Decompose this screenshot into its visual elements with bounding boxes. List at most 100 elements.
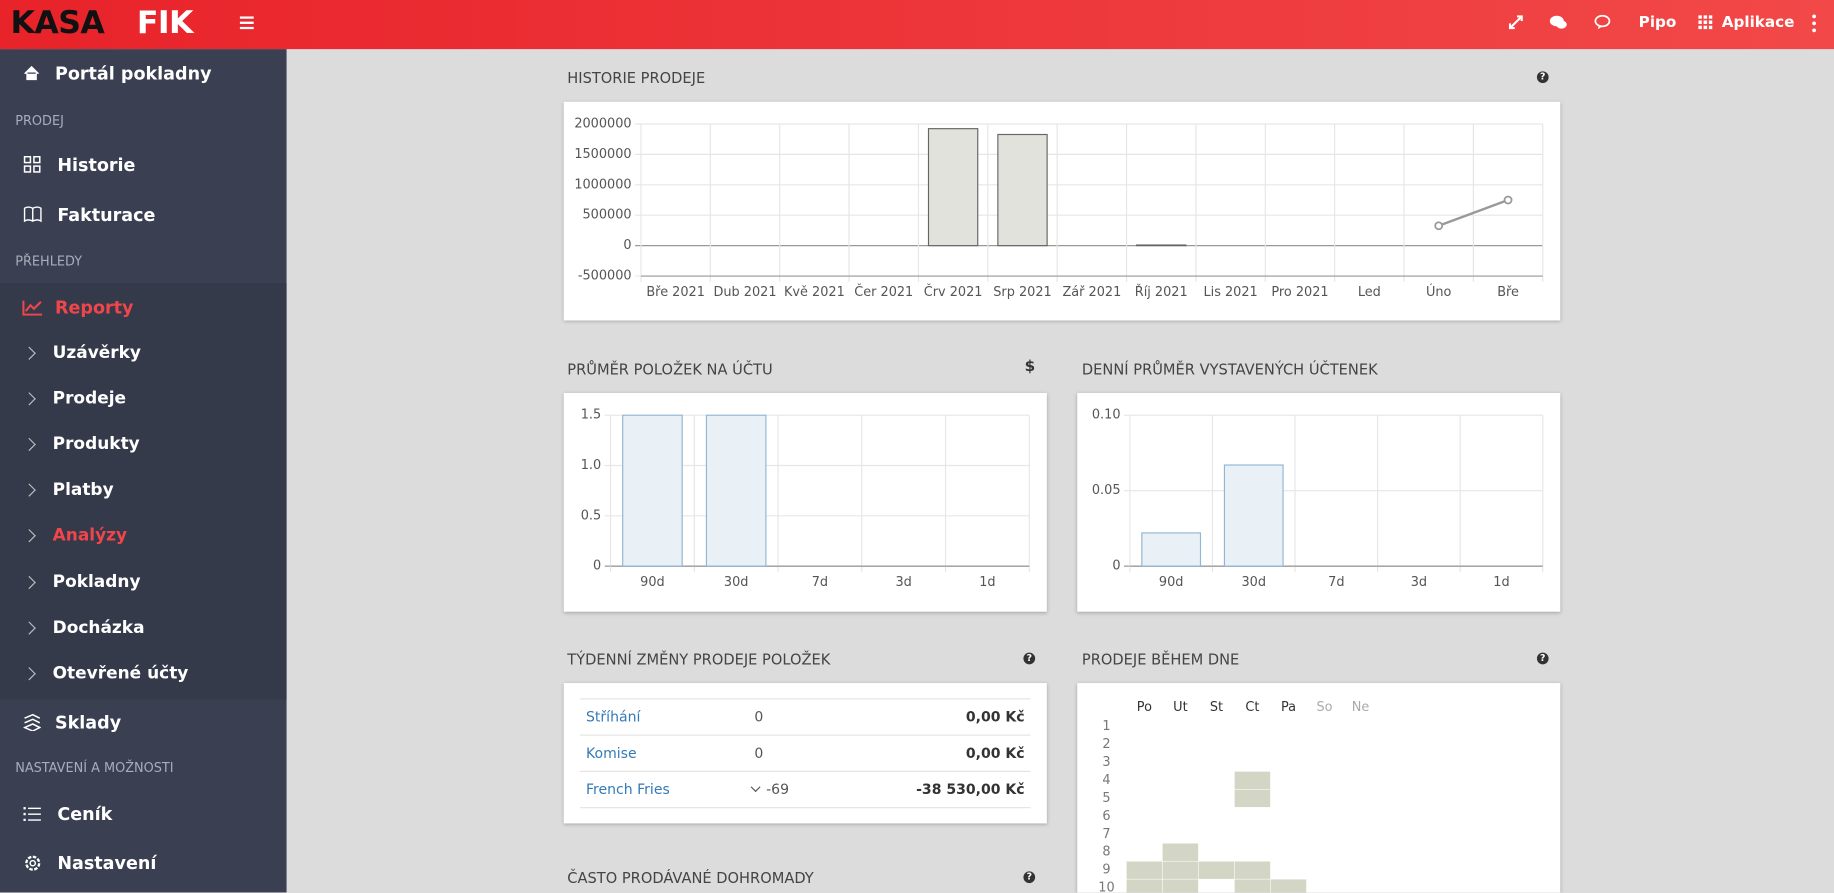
nav-item[interactable]: Historie: [57, 154, 136, 176]
help-icon[interactable]: ?: [1023, 871, 1036, 884]
heat-cell: [1234, 771, 1271, 790]
nav-item[interactable]: Fakturace: [57, 204, 156, 226]
chat-icon[interactable]: [1549, 14, 1568, 30]
list-icon: [23, 807, 41, 822]
brand-left: KASA: [10, 4, 105, 41]
x-tick-label: 3d: [1411, 575, 1427, 590]
nav-item[interactable]: Sklady: [54, 712, 122, 734]
nav-subitem[interactable]: Pokladny: [52, 572, 141, 592]
nav-item[interactable]: Nastavení: [57, 852, 157, 874]
hour-label: 10: [1098, 881, 1114, 893]
table-row: Komise 0 0,00 Kč: [580, 734, 1031, 772]
heat-cell: [1198, 860, 1235, 880]
item-name[interactable]: Komise: [585, 745, 637, 762]
x-tick-label: 30d: [1241, 575, 1266, 590]
nav-subitem[interactable]: Docházka: [52, 618, 145, 637]
heat-cell: [1234, 860, 1271, 880]
bar: [927, 128, 979, 247]
table-row-end: [580, 807, 1031, 809]
table-panel: Stříhání 0 0,00 Kč Komise 0 0,00 Kč French Fri…: [563, 683, 1047, 824]
x-tick-label: 7d: [1328, 575, 1344, 590]
apps-icon[interactable]: [1698, 15, 1713, 30]
down-chevron: [750, 782, 761, 793]
section-title: NASTAVENÍ A MOŽNOSTI: [15, 760, 174, 776]
nav-subitem[interactable]: Uzávěrky: [52, 343, 141, 363]
sidebar: Portál pokladny PRODEJ Historie Fakturac…: [0, 49, 287, 893]
user-menu[interactable]: Pipo: [1638, 14, 1677, 32]
nav-portal[interactable]: Portál pokladny: [54, 63, 212, 85]
bar: [997, 133, 1048, 247]
apps-menu[interactable]: Aplikace: [1721, 14, 1795, 32]
x-tick-label: 1d: [979, 575, 995, 590]
y-tick-label: 500000: [583, 208, 632, 223]
bar: [622, 414, 683, 567]
x-tick-label: Led: [1358, 285, 1381, 300]
hour-label: 9: [1102, 863, 1110, 878]
nav-item[interactable]: Ceník: [57, 803, 113, 825]
grid-icon: [23, 155, 41, 173]
menu-toggle[interactable]: [239, 16, 254, 30]
x-tick-label: Zář 2021: [1062, 285, 1121, 300]
item-amount: 0,00 Kč: [965, 708, 1025, 726]
item-count: -69: [766, 781, 790, 798]
item-name[interactable]: French Fries: [585, 781, 670, 798]
chart: Po Ut St Ct Pa So Ne 1 2 3 4 5 6 7 8 9 10: [1098, 700, 1369, 893]
hour-label: 3: [1102, 755, 1110, 770]
item-amount: 0,00 Kč: [965, 745, 1025, 762]
bar: [705, 414, 767, 567]
book-icon: [23, 206, 42, 223]
chart: -500000 0 500000 1000000 1500000 2000000 Bře 2…: [574, 116, 1544, 300]
day-label: Ut: [1173, 700, 1187, 715]
panel-title: PRODEJE BĚHEM DNE: [1081, 650, 1240, 668]
heat-cell: [1126, 878, 1163, 893]
hour-label: 2: [1102, 737, 1110, 752]
x-tick-label: Bře 2021: [646, 285, 705, 300]
heat-cell: [1270, 878, 1307, 893]
nav-subitem[interactable]: Prodeje: [52, 389, 127, 409]
y-tick-label: 2000000: [574, 116, 631, 131]
panel-title: PRŮMĚR POLOŽEK NA ÚČTU: [567, 360, 773, 378]
day-label: Ct: [1245, 700, 1259, 715]
item-count: 0: [754, 745, 764, 762]
day-label: So: [1316, 700, 1332, 715]
table-row: French Fries -69 -38 530,00 Kč: [580, 770, 1031, 808]
nav-subitem[interactable]: Platby: [52, 481, 114, 500]
y-tick-label: 0.05: [1092, 483, 1121, 498]
x-tick-label: 90d: [1159, 575, 1184, 590]
nav-subitem[interactable]: Produkty: [52, 435, 140, 455]
day-label: St: [1210, 700, 1223, 715]
help-icon[interactable]: ?: [1536, 71, 1549, 84]
y-tick-label: 1500000: [574, 147, 631, 162]
help-icon[interactable]: ?: [1536, 652, 1549, 665]
x-tick-label: Črv 2021: [924, 284, 983, 300]
currency-icon[interactable]: $: [1024, 357, 1036, 376]
hour-label: 8: [1102, 845, 1110, 860]
gear-icon: [25, 855, 41, 871]
x-tick-label: 1d: [1493, 575, 1509, 590]
fullscreen-icon[interactable]: [1508, 14, 1524, 30]
nav-subitem[interactable]: Analýzy: [52, 526, 128, 546]
x-tick-label: Říj 2021: [1135, 284, 1188, 300]
nav-subitem[interactable]: Otevřené účty: [52, 663, 189, 683]
point: [1434, 221, 1444, 231]
nav-active[interactable]: Reporty: [54, 297, 134, 319]
section-title: PRODEJ: [15, 113, 64, 129]
panel-title: ČASTO PRODÁVANÉ DOHROMADY: [567, 869, 814, 887]
point: [1503, 195, 1513, 205]
panel: -500000 0 500000 1000000 1500000 2000000 Bře 2…: [563, 101, 1561, 321]
y-tick-label: 1000000: [574, 177, 631, 192]
x-tick-label: 3d: [895, 575, 911, 590]
panel: 0 0.5 1.0 1.5 90d 30d 7d 3d 1d: [563, 393, 1047, 612]
y-tick-label: 0: [623, 238, 631, 253]
heat-cell: [1162, 860, 1199, 880]
help-icon[interactable]: ?: [1023, 652, 1036, 665]
more-icon[interactable]: [1811, 14, 1818, 33]
message-icon[interactable]: [1594, 14, 1611, 30]
section-title: PŘEHLEDY: [15, 253, 83, 270]
panel-title: TÝDENNÍ ZMĚNY PRODEJE POLOŽEK: [567, 650, 831, 668]
reports-submenu: [0, 283, 287, 700]
item-name[interactable]: Stříhání: [585, 708, 641, 726]
panel-title: DENNÍ PRŮMĚR VYSTAVENÝCH ÚČTENEK: [1081, 360, 1378, 378]
x-tick-label: 90d: [640, 575, 665, 590]
